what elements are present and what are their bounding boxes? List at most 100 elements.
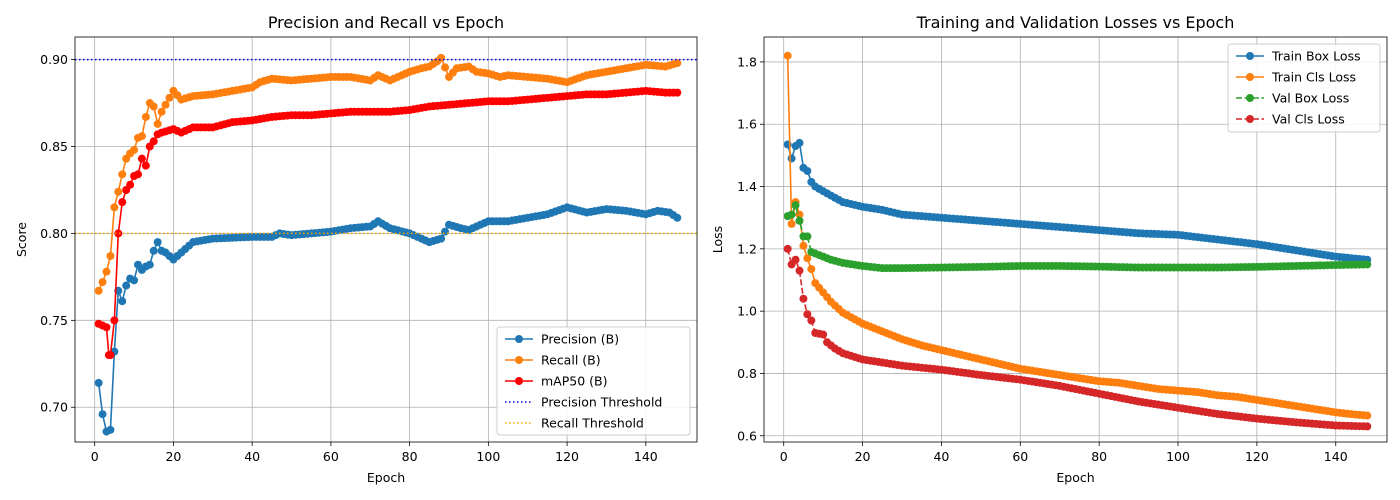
data-point: [137, 132, 146, 141]
legend-label: mAP50 (B): [541, 374, 607, 389]
legend-marker: [1246, 94, 1254, 102]
data-point: [803, 254, 812, 263]
x-tick-label: 100: [476, 449, 500, 464]
legend-marker: [1246, 73, 1254, 81]
data-point: [118, 297, 127, 306]
data-point: [153, 238, 162, 247]
x-tick-label: 60: [1012, 449, 1028, 464]
data-point: [157, 107, 166, 116]
data-point: [787, 154, 796, 163]
series-train-box-loss: [783, 138, 1372, 264]
data-point: [787, 210, 796, 219]
data-point: [145, 260, 154, 269]
data-point: [114, 229, 123, 238]
data-point: [795, 266, 804, 275]
x-tick-label: 80: [402, 449, 418, 464]
y-tick-label: 0.85: [40, 139, 68, 154]
series-train-cls-loss: [783, 51, 1372, 420]
data-point: [141, 161, 150, 170]
data-point: [1363, 260, 1372, 269]
data-point: [441, 227, 450, 236]
data-point: [126, 180, 135, 189]
x-tick-label: 0: [91, 449, 99, 464]
legend-entry-map50-b: mAP50 (B): [505, 374, 607, 389]
data-point: [110, 203, 119, 212]
data-point: [94, 286, 103, 295]
legend-label: Recall (B): [541, 353, 601, 368]
data-point: [783, 51, 792, 60]
data-point: [102, 323, 111, 332]
legend-label: Val Box Loss: [1272, 91, 1349, 106]
legend-box: [1227, 43, 1381, 133]
data-point: [819, 330, 828, 339]
data-point: [791, 201, 800, 210]
data-point: [149, 102, 158, 111]
x-tick-label: 20: [165, 449, 181, 464]
legend-entry-recall-b: Recall (B): [505, 353, 601, 368]
data-point: [795, 138, 804, 147]
data-point: [673, 59, 682, 68]
plot-area: [75, 53, 697, 436]
data-point: [787, 219, 796, 228]
data-point: [803, 232, 812, 241]
y-tick-label: 0.90: [40, 52, 68, 67]
data-point: [165, 93, 174, 102]
x-tick-label: 60: [323, 449, 339, 464]
y-tick-label: 0.80: [40, 226, 68, 241]
legend-entry-recall-threshold: Recall Threshold: [505, 416, 644, 431]
x-tick-label: 100: [1166, 449, 1190, 464]
x-tick-label: 140: [634, 449, 658, 464]
legend-marker: [1246, 115, 1254, 123]
data-point: [783, 244, 792, 253]
legend-label: Precision Threshold: [541, 395, 662, 410]
y-tick-label: 0.70: [40, 400, 68, 415]
legend: Precision (B) Recall (B) mAP50 (B) Precisio…: [496, 326, 691, 436]
x-tick-label: 140: [1324, 449, 1348, 464]
legend-label: Val Cls Loss: [1272, 112, 1345, 127]
y-tick-label: 1.4: [737, 179, 757, 194]
x-axis-label: Epoch: [367, 470, 405, 485]
data-point: [110, 316, 119, 325]
data-point: [437, 234, 446, 243]
series-precision-b: [94, 203, 682, 436]
data-point: [133, 170, 142, 179]
data-point: [673, 213, 682, 222]
data-point: [673, 88, 682, 97]
y-axis-label: Score: [14, 222, 29, 257]
data-point: [130, 276, 139, 285]
legend-label: Precision (B): [541, 332, 619, 347]
series-recall-b: [94, 53, 682, 295]
y-tick-label: 1.2: [737, 241, 757, 256]
legend-entry-precision-threshold: Precision Threshold: [505, 395, 662, 410]
data-point: [141, 112, 150, 121]
data-point: [799, 241, 808, 250]
x-tick-label: 0: [780, 449, 788, 464]
y-tick-label: 0.8: [737, 366, 757, 381]
y-tick-label: 1.6: [737, 117, 757, 132]
data-point: [98, 410, 107, 419]
x-tick-label: 20: [855, 449, 871, 464]
legend-marker: [515, 356, 523, 364]
x-axis-label: Epoch: [1056, 470, 1094, 485]
data-point: [803, 310, 812, 319]
legend-entry-precision-b: Precision (B): [505, 332, 619, 347]
data-point: [441, 63, 450, 72]
chart-title: Training and Validation Losses vs Epoch: [916, 13, 1235, 32]
x-tick-label: 40: [933, 449, 949, 464]
legend-box: [496, 326, 691, 436]
legend-entry-train-cls-loss: Train Cls Loss: [1236, 70, 1356, 85]
data-point: [1363, 411, 1372, 420]
data-point: [803, 166, 812, 175]
data-point: [118, 198, 127, 207]
y-tick-label: 0.75: [40, 313, 68, 328]
data-point: [791, 255, 800, 264]
data-point: [149, 137, 158, 146]
data-point: [98, 278, 107, 287]
data-point: [795, 216, 804, 225]
legend-entry-val-cls-loss: Val Cls Loss: [1236, 112, 1345, 127]
data-point: [106, 351, 115, 360]
y-axis-label: Loss: [710, 226, 725, 253]
data-point: [153, 119, 162, 128]
plot-area: [783, 51, 1372, 431]
